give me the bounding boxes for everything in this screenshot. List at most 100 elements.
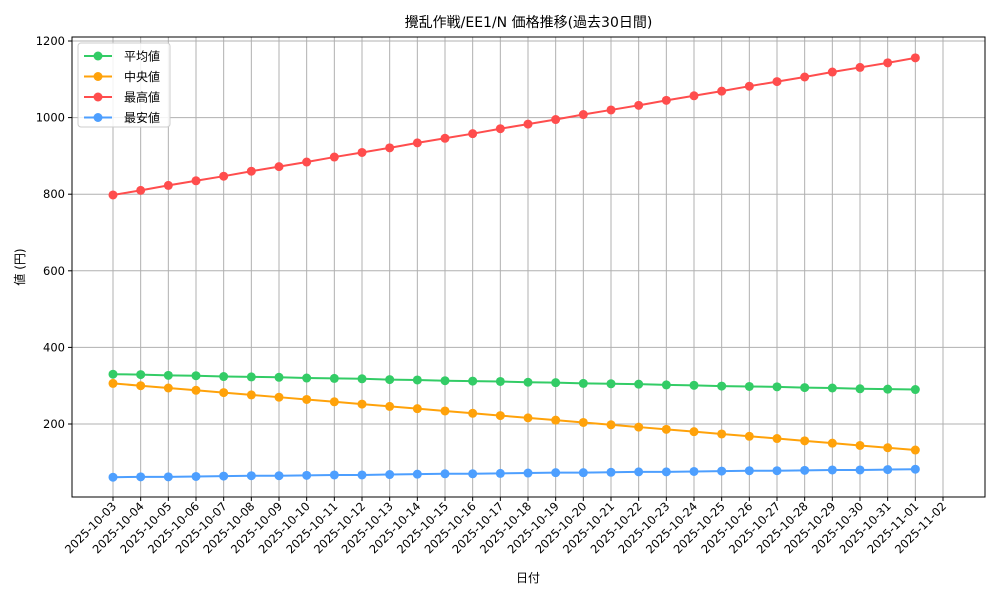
- data-point: [385, 401, 395, 411]
- data-point: [136, 185, 146, 195]
- data-point: [523, 377, 533, 387]
- data-point: [883, 58, 893, 68]
- data-point: [468, 129, 478, 139]
- data-point: [302, 373, 312, 383]
- data-point: [246, 471, 256, 481]
- legend-label: 最安値: [124, 110, 160, 125]
- data-point: [744, 81, 754, 91]
- data-point: [883, 384, 893, 394]
- data-point: [385, 470, 395, 480]
- data-point: [329, 373, 339, 383]
- data-point: [717, 429, 727, 439]
- data-point: [302, 394, 312, 404]
- data-point: [191, 471, 201, 481]
- data-point: [440, 469, 450, 479]
- data-point: [108, 369, 118, 379]
- y-tick-label: 400: [43, 340, 65, 354]
- data-point: [689, 380, 699, 390]
- data-point: [412, 404, 422, 414]
- data-point: [219, 372, 229, 382]
- y-tick-label: 600: [43, 264, 65, 278]
- data-point: [329, 397, 339, 407]
- data-point: [883, 443, 893, 453]
- data-point: [108, 472, 118, 482]
- data-point: [495, 411, 505, 421]
- data-point: [689, 91, 699, 101]
- data-point: [634, 100, 644, 110]
- data-point: [329, 152, 339, 162]
- data-point: [385, 143, 395, 153]
- data-point: [523, 468, 533, 478]
- data-point: [800, 465, 810, 475]
- data-point: [744, 431, 754, 441]
- data-point: [163, 370, 173, 380]
- data-point: [274, 392, 284, 402]
- data-point: [717, 86, 727, 96]
- series-3: [108, 464, 920, 482]
- data-point: [578, 417, 588, 427]
- data-point: [219, 171, 229, 181]
- data-point: [800, 72, 810, 82]
- data-point: [606, 379, 616, 389]
- data-point: [357, 374, 367, 384]
- data-point: [827, 383, 837, 393]
- legend-label: 平均値: [124, 49, 160, 64]
- data-point: [523, 119, 533, 129]
- data-point: [827, 438, 837, 448]
- data-point: [744, 466, 754, 476]
- data-point: [163, 472, 173, 482]
- data-point: [246, 166, 256, 176]
- data-point: [855, 384, 865, 394]
- data-point: [163, 180, 173, 190]
- data-point: [495, 124, 505, 134]
- x-axis-label: 日付: [516, 571, 540, 585]
- data-point: [523, 413, 533, 423]
- data-point: [551, 468, 561, 478]
- grid-lines: [72, 37, 985, 497]
- data-point: [412, 138, 422, 148]
- data-point: [578, 110, 588, 120]
- data-point: [661, 467, 671, 477]
- data-point: [246, 390, 256, 400]
- data-point: [883, 465, 893, 475]
- data-point: [495, 468, 505, 478]
- data-point: [606, 467, 616, 477]
- data-point: [578, 468, 588, 478]
- y-tick-label: 200: [43, 417, 65, 431]
- data-point: [661, 424, 671, 434]
- data-point: [163, 383, 173, 393]
- data-point: [191, 371, 201, 381]
- data-point: [357, 147, 367, 157]
- y-tick-label: 1200: [36, 34, 65, 48]
- data-point: [772, 434, 782, 444]
- data-point: [800, 383, 810, 393]
- data-point: [136, 472, 146, 482]
- data-point: [302, 157, 312, 167]
- data-point: [551, 415, 561, 425]
- data-point: [910, 385, 920, 395]
- data-point: [412, 375, 422, 385]
- data-point: [468, 376, 478, 386]
- data-point: [910, 464, 920, 474]
- data-point: [385, 375, 395, 385]
- data-point: [578, 378, 588, 388]
- data-point: [772, 466, 782, 476]
- data-point: [661, 95, 671, 105]
- data-point: [357, 470, 367, 480]
- y-tick-label: 1000: [36, 111, 65, 125]
- data-point: [136, 370, 146, 380]
- data-point: [412, 469, 422, 479]
- data-point: [800, 436, 810, 446]
- y-axis-label: 値 (円): [12, 248, 27, 285]
- data-point: [191, 176, 201, 186]
- series-1: [108, 378, 920, 455]
- data-point: [329, 470, 339, 480]
- data-point: [634, 379, 644, 389]
- y-tick-label: 800: [43, 187, 65, 201]
- legend-label: 中央値: [124, 69, 160, 84]
- series-line: [112, 382, 916, 452]
- data-point: [468, 408, 478, 418]
- series-line: [112, 373, 916, 391]
- data-series: [108, 53, 920, 482]
